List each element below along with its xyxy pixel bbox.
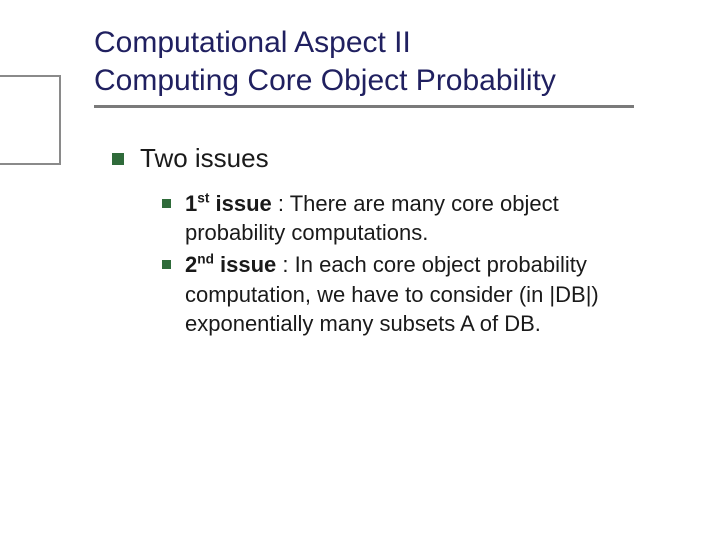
bullet-level2-item: 2nd issue : In each core object probabil… <box>162 250 680 339</box>
decor-line-top <box>0 75 60 77</box>
bullet-level2-text: 1st issue : There are many core object p… <box>185 189 665 248</box>
square-bullet-icon <box>162 199 171 208</box>
content-area: Two issues 1st issue : There are many co… <box>112 142 680 339</box>
bullet-level1-text: Two issues <box>140 142 269 175</box>
title-underline <box>94 105 634 108</box>
bullet-level2-list: 1st issue : There are many core object p… <box>162 189 680 339</box>
bullet-level2-text: 2nd issue : In each core object probabil… <box>185 250 665 339</box>
title-line-2: Computing Core Object Probability <box>94 62 680 100</box>
issue-label: 1st issue <box>185 191 272 216</box>
decor-line-vertical <box>59 75 61 165</box>
issue-label: 2nd issue <box>185 252 276 277</box>
bullet-level1: Two issues <box>112 142 680 175</box>
square-bullet-icon <box>112 153 124 165</box>
slide: Computational Aspect II Computing Core O… <box>0 0 720 540</box>
bullet-level2-item: 1st issue : There are many core object p… <box>162 189 680 248</box>
decor-line-bottom <box>0 163 60 165</box>
title-line-1: Computational Aspect II <box>94 24 680 62</box>
square-bullet-icon <box>162 260 171 269</box>
title-block: Computational Aspect II Computing Core O… <box>94 24 680 108</box>
